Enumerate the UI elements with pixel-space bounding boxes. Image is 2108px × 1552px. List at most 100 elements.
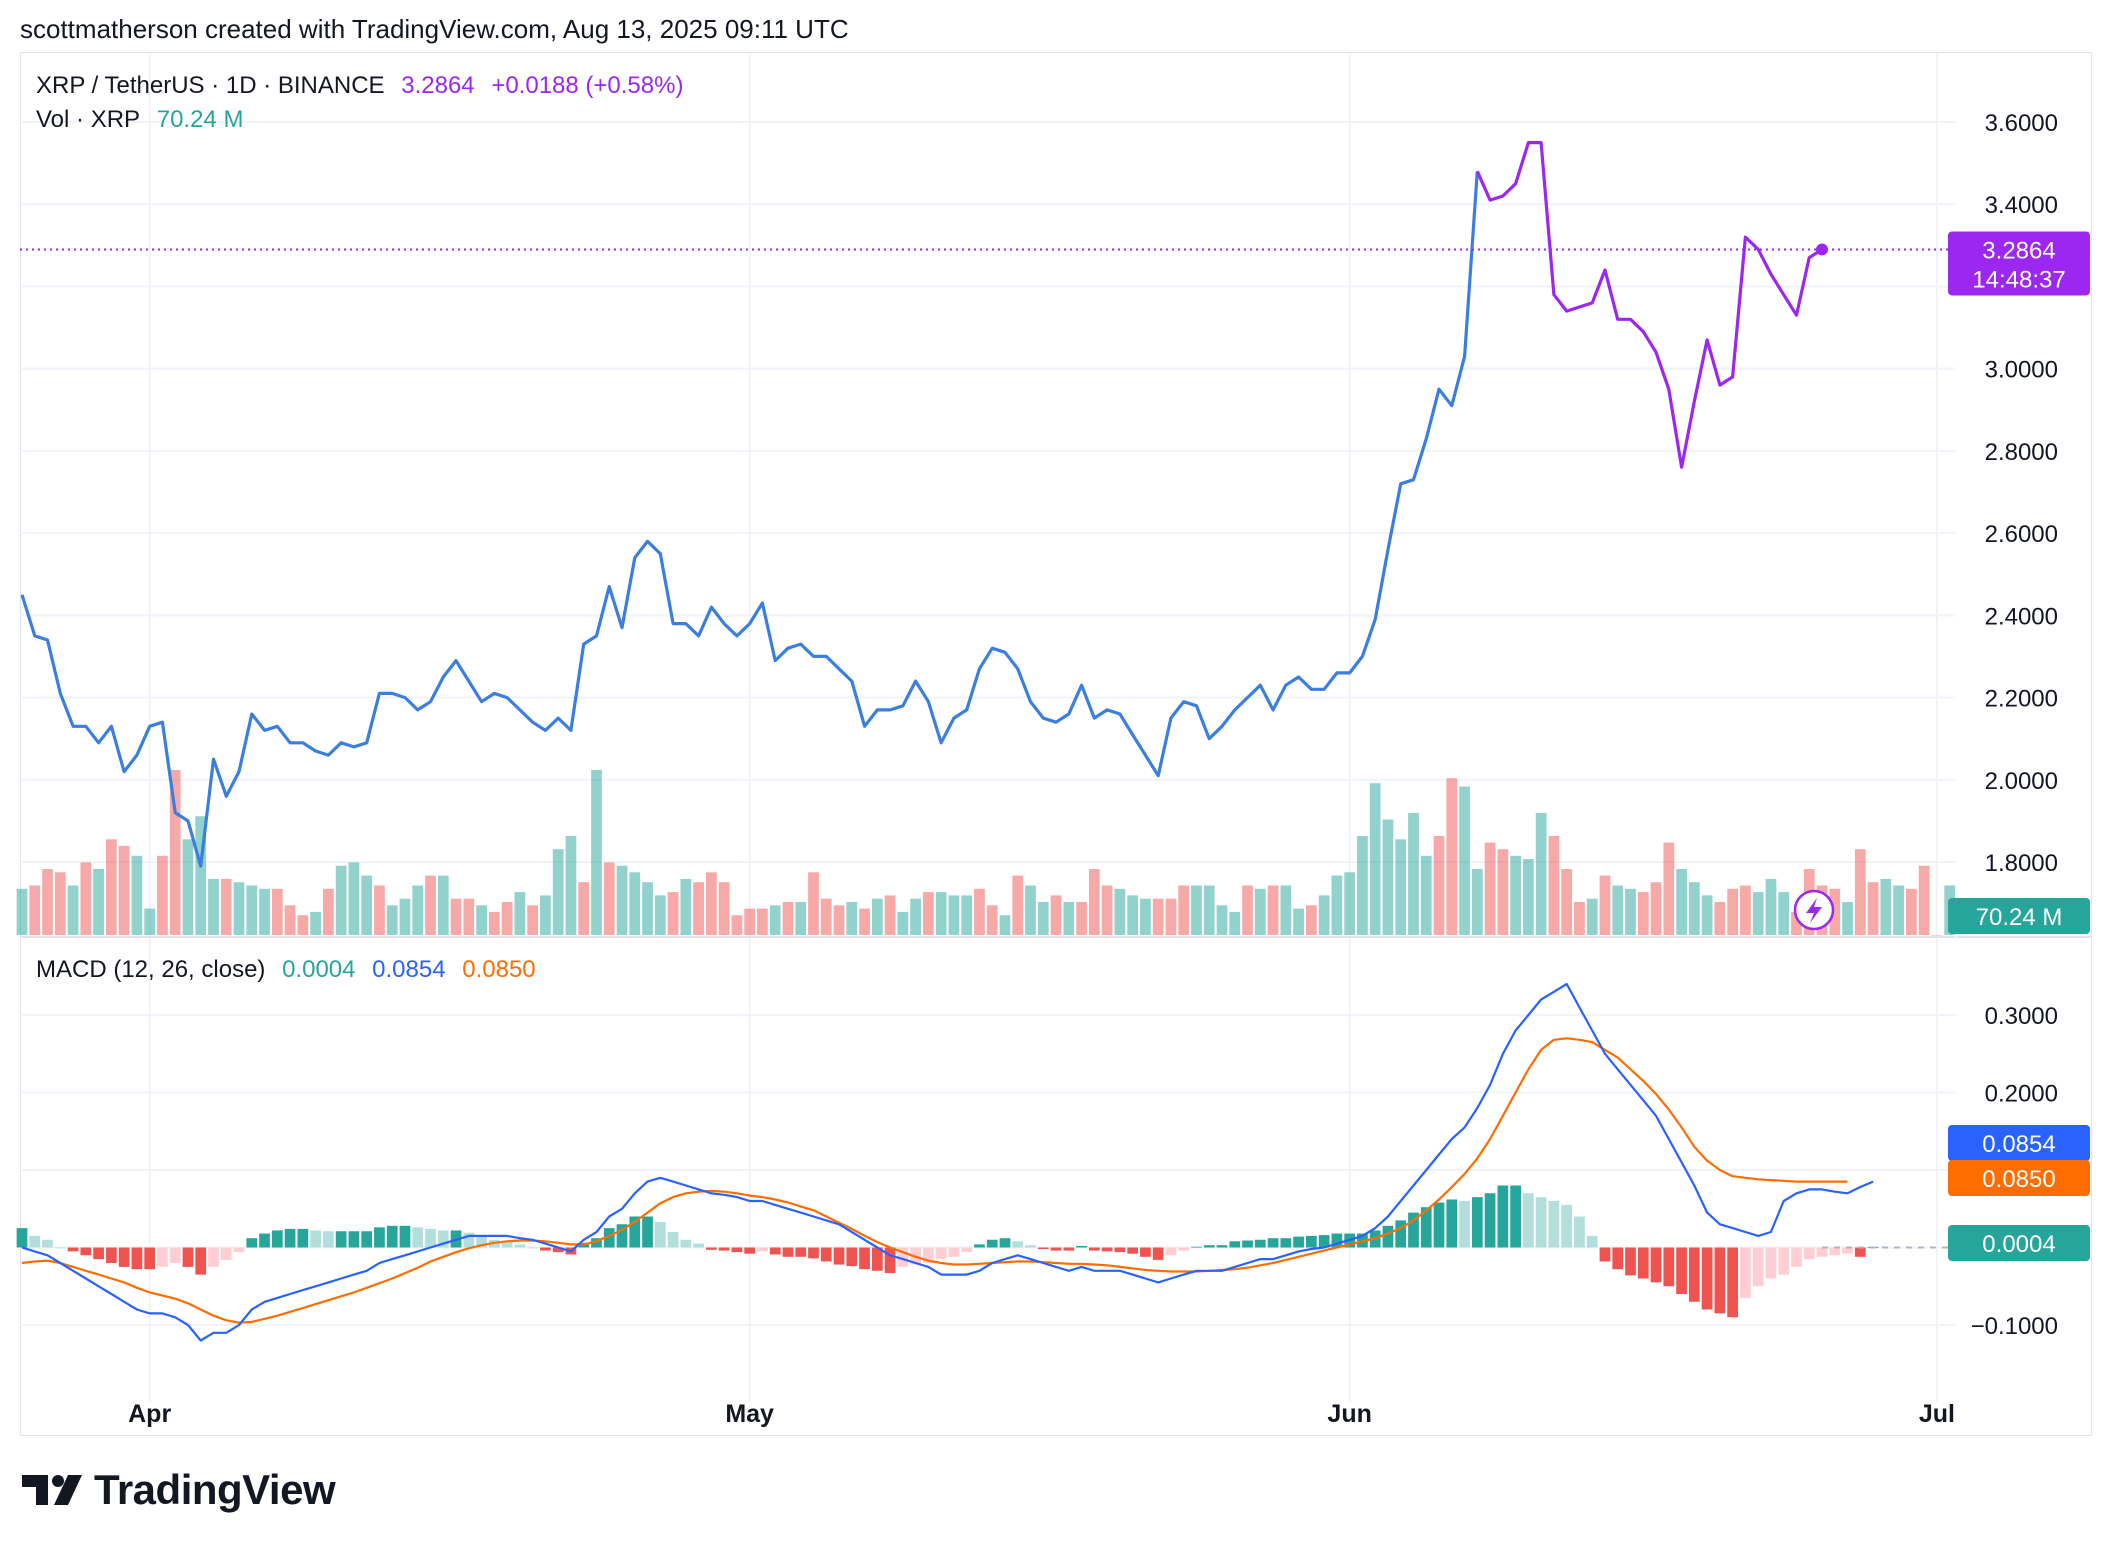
time-tick-label: Jun [1327, 1400, 1371, 1428]
volume-bar [680, 878, 692, 935]
price-change: +0.0188 (+0.58%) [491, 72, 684, 99]
macd-line-value: 0.0854 [372, 956, 446, 983]
price-tick-label: 3.0000 [1985, 357, 2058, 384]
macd-histogram-bar [1242, 1240, 1253, 1248]
macd-histogram-bar [706, 1247, 717, 1250]
macd-histogram-bar [923, 1247, 934, 1263]
volume-bar [1203, 885, 1215, 935]
macd-histogram-bar [1637, 1247, 1649, 1279]
volume-bar [1778, 892, 1790, 935]
volume-bar [1714, 902, 1726, 935]
macd-histogram-bar [1701, 1247, 1713, 1310]
macd-histogram-bar [693, 1243, 704, 1248]
tradingview-logo[interactable]: TradingView [22, 1466, 336, 1514]
price-tick-label: 3.4000 [1985, 192, 2058, 219]
macd-histogram-bar [1420, 1207, 1432, 1248]
volume-bar [1012, 875, 1024, 935]
macd-histogram-bar [680, 1239, 692, 1248]
macd-histogram-bar [1254, 1239, 1266, 1248]
volume-bar [348, 862, 360, 935]
price-tick-label: 2.0000 [1985, 768, 2058, 795]
macd-histogram-bar [1459, 1201, 1470, 1248]
price-badge-text: 3.2864 [1982, 237, 2055, 264]
macd-histogram-bar [820, 1247, 832, 1262]
volume-badge-bg [1948, 898, 2090, 934]
macd-histogram-bar [1586, 1235, 1598, 1248]
volume-bar [1433, 836, 1445, 935]
macd-hist-badge: 0.0004 [1948, 1225, 2090, 1261]
volume-bar [1612, 885, 1624, 935]
macd-histogram-bar [399, 1225, 411, 1248]
macd-histogram-bar [1267, 1238, 1279, 1248]
volume-bar [859, 908, 870, 935]
volume-bar [16, 888, 28, 935]
volume-bar [1535, 812, 1547, 935]
volume-bar [246, 885, 258, 935]
volume-bar [1254, 888, 1266, 935]
volume-bar [118, 845, 130, 935]
volume-bar [552, 849, 564, 935]
volume-bar [259, 888, 270, 935]
volume-bar [1625, 888, 1636, 935]
macd-histogram-bar [1114, 1247, 1126, 1253]
macd-histogram-bar [169, 1247, 181, 1263]
macd-tick-label: 0.3000 [1985, 1003, 2058, 1030]
volume-bar [501, 902, 513, 935]
macd-histogram-bar [310, 1230, 321, 1248]
volume-bar [1037, 902, 1049, 935]
macd-histogram-bar [476, 1236, 487, 1248]
macd-histogram-bar [1203, 1245, 1215, 1248]
volume-bar [514, 892, 526, 935]
macd-histogram-bar [233, 1247, 245, 1253]
last-price: 3.2864 [401, 72, 475, 99]
volume-bar [1727, 888, 1738, 935]
volume-bar [1918, 865, 1930, 935]
macd-histogram-bar [1050, 1247, 1062, 1251]
volume-bar [1293, 908, 1304, 935]
macd-signal-badge: 0.0850 [1948, 1160, 2090, 1196]
symbol-label: XRP / TetherUS · 1D · BINANCE [36, 72, 385, 99]
macd-line [21, 982, 1874, 1342]
macd-histogram-bar [1063, 1247, 1075, 1251]
volume-badge: 70.24 M [1948, 898, 2090, 934]
macd-line-badge-bg [1948, 1125, 2090, 1161]
volume-bar [654, 895, 666, 935]
macd-histogram-bar [1791, 1247, 1802, 1267]
macd-histogram-bar [284, 1228, 296, 1248]
macd-histogram-bar [935, 1247, 947, 1260]
volume-bar [106, 839, 117, 935]
volume-bar [1420, 855, 1432, 935]
volume-bar [323, 888, 334, 935]
volume-bar [527, 905, 538, 935]
volume-bar [1229, 911, 1241, 935]
macd-histogram-bar [616, 1224, 628, 1248]
macd-histogram-bar [67, 1247, 79, 1252]
volume-bar [1267, 885, 1279, 935]
macd-histogram-bar [1612, 1247, 1624, 1270]
macd-histogram-bar [833, 1247, 845, 1265]
macd-histogram-bar [654, 1221, 666, 1248]
volume-bar [1127, 895, 1138, 935]
volume-bar [1076, 902, 1087, 935]
price-tick-label: 1.8000 [1985, 850, 2058, 877]
macd-hist-badge-text: 0.0004 [1982, 1231, 2055, 1258]
volume-bar [233, 882, 245, 935]
macd-histogram-bar [271, 1230, 283, 1248]
volume-bar [974, 888, 985, 935]
macd-line-badge-text: 0.0854 [1982, 1131, 2055, 1158]
volume-bar [463, 898, 475, 935]
price-tick-label: 2.8000 [1985, 439, 2058, 466]
macd-histogram-bar [1012, 1241, 1024, 1248]
volume-bar [1395, 839, 1407, 935]
volume-bar [1842, 902, 1853, 935]
volume-bar [744, 908, 756, 935]
macd-histogram-bar [1816, 1247, 1828, 1257]
chart-frame[interactable] [20, 52, 2092, 1436]
volume-bar [335, 865, 347, 935]
price-tick-label: 2.4000 [1985, 603, 2058, 630]
volume-bar [208, 878, 219, 935]
time-tick-label: May [725, 1400, 774, 1428]
volume-bar [488, 911, 500, 935]
macd-histogram-bar [425, 1228, 436, 1248]
